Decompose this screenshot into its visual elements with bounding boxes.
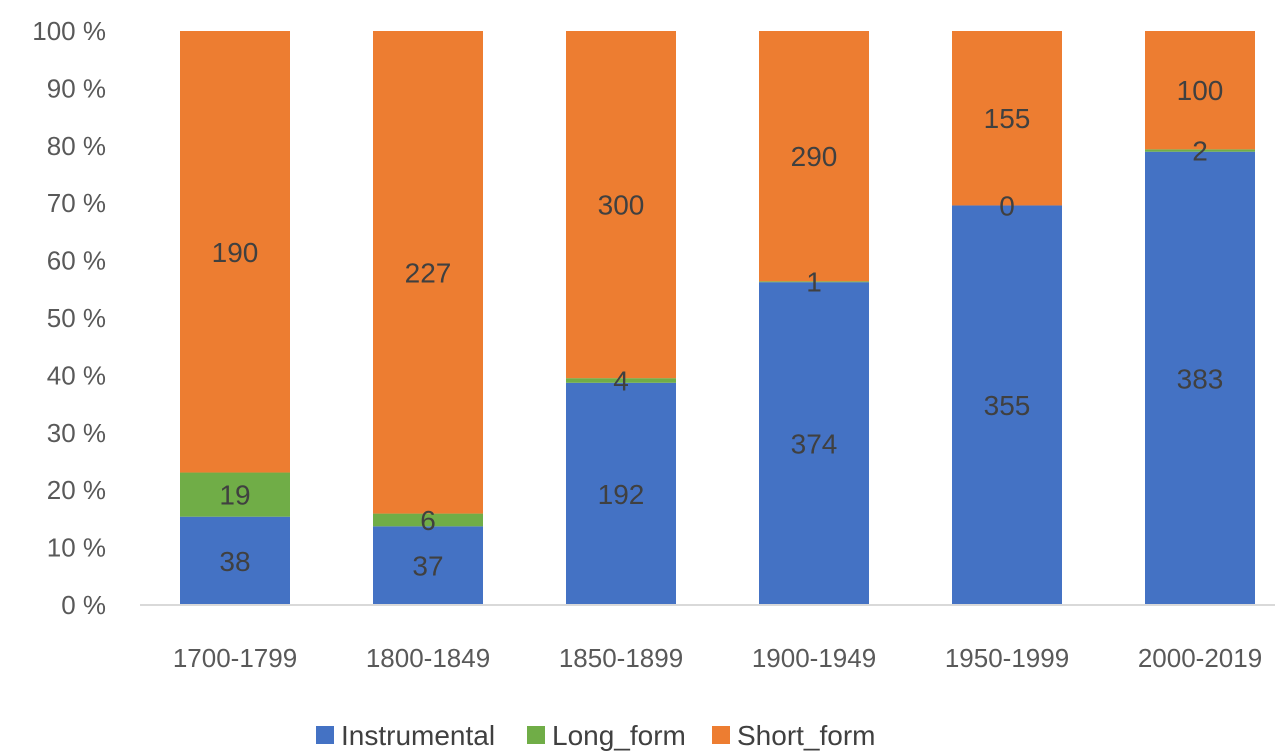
y-tick-label: 100 %: [32, 16, 106, 46]
x-tick-label: 1900-1949: [752, 643, 876, 673]
data-label: 383: [1177, 363, 1224, 394]
x-tick-label: 1850-1899: [559, 643, 683, 673]
bar-segment-short-form: [952, 31, 1062, 206]
bar-segment-short-form: [1145, 31, 1255, 150]
data-label: 227: [405, 257, 452, 288]
y-tick-label: 60 %: [47, 246, 106, 276]
y-tick-label: 50 %: [47, 303, 106, 333]
bar-segment-instrumental: [373, 526, 483, 605]
data-label: 4: [613, 365, 629, 396]
bar-segment-short-form: [566, 31, 676, 379]
bar-segment-instrumental: [1145, 151, 1255, 605]
data-label: 2: [1192, 136, 1208, 167]
x-tick-label: 1700-1799: [173, 643, 297, 673]
bar-segment-instrumental: [566, 382, 676, 605]
data-label: 192: [598, 479, 645, 510]
data-label: 155: [984, 103, 1031, 134]
y-tick-label: 10 %: [47, 533, 106, 563]
legend-swatch: [527, 726, 545, 744]
data-labels: 38 19 190 37 6 227 192 4 300 374 1 290 355 0 155 383 2 10…: [212, 75, 1224, 581]
x-tick-label: 1800-1849: [366, 643, 490, 673]
y-tick-label: 30 %: [47, 418, 106, 448]
bar-segment-short-form: [373, 31, 483, 514]
bar-segment-long-form: [180, 472, 290, 517]
y-tick-label: 80 %: [47, 131, 106, 161]
data-label: 38: [219, 546, 250, 577]
data-label: 355: [984, 390, 1031, 421]
y-tick-label: 0 %: [61, 590, 106, 620]
bar-segment-short-form: [180, 31, 290, 473]
bar-segment-long-form: [373, 513, 483, 527]
data-label: 100: [1177, 75, 1224, 106]
bar-segment-instrumental: [759, 282, 869, 605]
data-label: 37: [412, 551, 443, 582]
legend-label: Long_form: [552, 720, 686, 751]
y-tick-label: 40 %: [47, 360, 106, 390]
bar-segment-long-form: [566, 378, 676, 383]
data-label: 190: [212, 237, 259, 268]
bar-segment-long-form: [1145, 149, 1255, 152]
legend-swatch: [712, 726, 730, 744]
data-label: 374: [791, 429, 838, 460]
data-label: 19: [219, 480, 250, 511]
data-label: 290: [791, 141, 838, 172]
data-label: 1: [806, 267, 822, 298]
bar-segment-long-form: [759, 281, 869, 283]
bar-segment-instrumental: [180, 516, 290, 605]
bar-segment-instrumental: [952, 205, 1062, 605]
legend-label: Short_form: [737, 720, 876, 751]
legend-label: Instrumental: [341, 720, 495, 751]
bars: [180, 31, 1255, 605]
data-label: 6: [420, 505, 436, 536]
data-label: 0: [999, 190, 1015, 221]
x-tick-label: 1950-1999: [945, 643, 1069, 673]
y-tick-label: 20 %: [47, 475, 106, 505]
y-axis: 0 % 10 % 20 % 30 % 40 % 50 % 60 % 70 % 80 % 90 % 1…: [32, 16, 106, 620]
y-tick-label: 70 %: [47, 188, 106, 218]
legend: Instrumental Long_form Short_form: [316, 720, 876, 751]
y-tick-label: 90 %: [47, 73, 106, 103]
x-tick-label: 2000-2019: [1138, 643, 1262, 673]
bar-segment-short-form: [759, 31, 869, 282]
x-axis: 1700-1799 1800-1849 1850-1899 1900-1949 1950…: [173, 643, 1262, 673]
data-label: 300: [598, 190, 645, 221]
legend-swatch: [316, 726, 334, 744]
